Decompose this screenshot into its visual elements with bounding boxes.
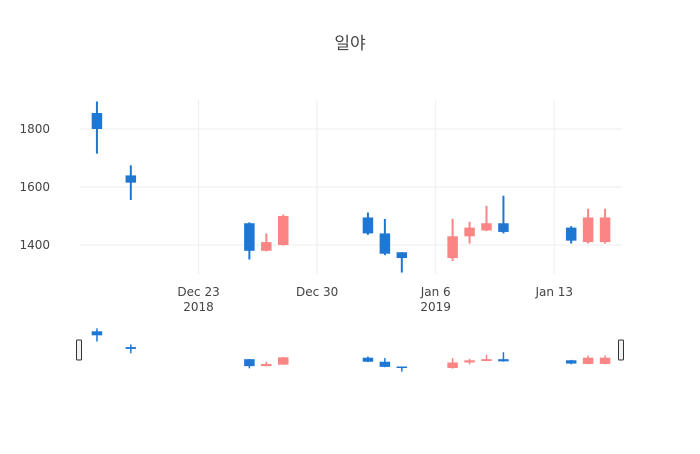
candle-body <box>447 236 458 259</box>
candle-body-mini <box>464 360 475 363</box>
candle-body <box>565 227 577 241</box>
candle-body-mini <box>379 361 391 367</box>
candle-body <box>362 217 374 234</box>
range-slider-right-handle[interactable] <box>618 339 624 361</box>
x-tick-year-label: 2018 <box>183 300 214 314</box>
candle-body <box>464 227 475 237</box>
x-tick-year-label: 2019 <box>420 300 451 314</box>
x-tick-label: Jan 13 <box>534 285 573 299</box>
candle-body <box>125 175 137 183</box>
candle-body <box>498 223 509 232</box>
candle-body-mini <box>582 357 594 364</box>
candle-body-mini <box>125 347 137 349</box>
y-tick-label: 1600 <box>19 180 50 194</box>
range-slider[interactable] <box>76 328 624 372</box>
candle-body-mini <box>396 366 408 368</box>
candle-body-mini <box>261 363 272 367</box>
candle-body <box>244 223 255 251</box>
chart-title: 일야 <box>334 34 366 54</box>
candle-body-mini <box>362 357 374 362</box>
candle-body-mini <box>91 331 103 336</box>
x-tick-label: Dec 23 <box>177 285 219 299</box>
candle-body <box>599 217 611 243</box>
x-tick-label: Jan 6 <box>420 285 451 299</box>
y-tick-label: 1800 <box>19 122 50 136</box>
range-slider-candles <box>91 328 611 372</box>
candle-body-mini <box>447 362 458 368</box>
candle-body <box>277 216 289 245</box>
candle-body <box>379 233 391 254</box>
candle-body-mini <box>599 357 611 364</box>
gridlines <box>80 100 622 274</box>
candles <box>91 101 611 273</box>
candle-body-mini <box>244 359 255 367</box>
candle-body <box>261 242 272 251</box>
candle-body-mini <box>565 360 577 364</box>
candle-body-mini <box>277 357 289 365</box>
candle-body <box>582 217 594 243</box>
candle-body <box>481 223 492 231</box>
candle-body <box>91 113 103 129</box>
candle-body-mini <box>481 359 492 361</box>
candle-body <box>396 252 408 259</box>
candle-body-mini <box>498 359 509 362</box>
x-tick-label: Dec 30 <box>296 285 338 299</box>
y-tick-label: 1400 <box>19 238 50 252</box>
range-slider-left-handle[interactable] <box>76 339 82 361</box>
